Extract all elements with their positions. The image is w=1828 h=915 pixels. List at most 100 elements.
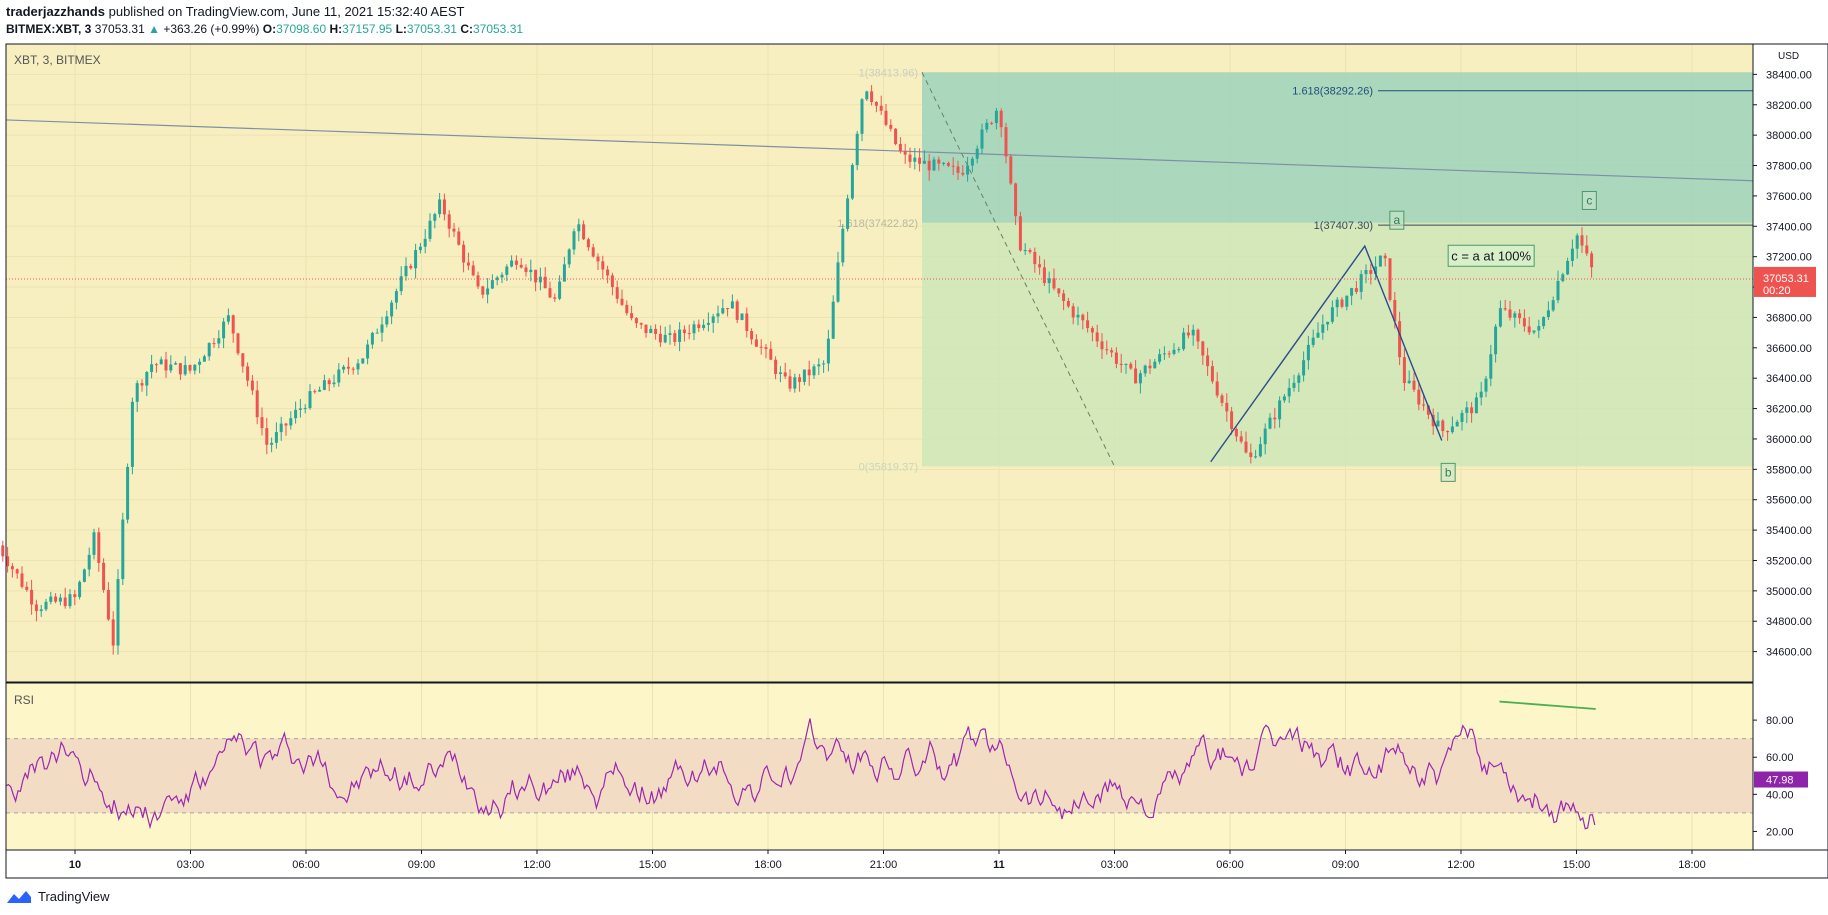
price-axis-label: 34600.00: [1766, 647, 1812, 659]
candle-body: [644, 324, 648, 334]
time-axis-label: 11: [993, 859, 1005, 871]
candle-body: [34, 604, 38, 612]
wave-label: a: [1393, 213, 1400, 227]
candle-body: [529, 269, 533, 273]
candle-body: [961, 172, 965, 175]
fib-level-label: 1.618(38292.26): [1292, 86, 1373, 98]
time-axis-border: [5, 849, 1828, 879]
candle-body: [850, 164, 854, 199]
candle-body: [658, 333, 662, 343]
time-axis-label: 03:00: [177, 859, 205, 871]
candle-body: [462, 244, 466, 263]
annotation-box: [1447, 244, 1535, 267]
candle-body: [1479, 391, 1483, 398]
candle-body: [630, 313, 634, 319]
time-axis-label: 09:00: [408, 859, 436, 871]
candle-body: [25, 586, 29, 590]
price-axis-label: 38400.00: [1766, 69, 1812, 81]
candle-body: [519, 264, 523, 268]
candle-body: [116, 579, 120, 646]
wave-label: b: [1445, 465, 1452, 479]
candle-body: [726, 308, 730, 310]
candle-body: [452, 228, 456, 232]
candle-body: [1518, 313, 1522, 319]
candle-body: [246, 366, 250, 381]
candle-body: [1215, 381, 1219, 396]
candle-body: [634, 318, 638, 324]
candle-body: [322, 380, 326, 390]
candle-body: [1244, 441, 1248, 453]
candle-body: [390, 302, 394, 317]
candle-body: [1580, 235, 1584, 246]
candle-body: [54, 596, 58, 602]
candle-body: [361, 358, 365, 364]
candle-body: [1210, 366, 1214, 382]
candle-body: [380, 324, 384, 333]
candle-body: [145, 372, 149, 386]
candle-body: [922, 160, 926, 164]
candle-body: [73, 594, 77, 598]
candle-body: [1, 545, 5, 557]
time-axis-label: 18:00: [754, 859, 782, 871]
candle-body: [985, 122, 989, 130]
candle-body: [298, 408, 302, 410]
candle-body: [1090, 328, 1094, 333]
candle-body: [951, 165, 955, 167]
candle-body: [937, 159, 941, 164]
candle-body: [1177, 349, 1181, 351]
candle-body: [975, 148, 979, 159]
candle-body: [1585, 245, 1589, 254]
time-axis-label: 06:00: [292, 859, 320, 871]
candle-body: [385, 316, 389, 325]
candle-body: [1196, 329, 1200, 342]
candle-body: [1330, 307, 1334, 322]
time-axis-label: 15:00: [639, 859, 667, 871]
low-value: 37053.31: [406, 22, 457, 36]
candle-body: [1350, 288, 1354, 296]
candle-body: [970, 158, 974, 166]
candle-body: [807, 369, 811, 376]
candle-body: [260, 417, 264, 429]
countdown-label: 00:20: [1763, 285, 1791, 297]
candle-body: [918, 157, 922, 164]
candle-body: [188, 365, 192, 371]
candle-body: [121, 519, 125, 580]
candle-body: [495, 277, 499, 281]
high-label: H:: [329, 22, 343, 36]
candle-body: [169, 364, 173, 371]
candle-body: [1268, 417, 1272, 429]
author-name[interactable]: traderjazzhands: [6, 4, 105, 19]
candle-body: [241, 353, 245, 367]
candle-body: [534, 269, 538, 283]
candle-body: [10, 566, 14, 570]
candle-body: [308, 391, 312, 409]
candle-body: [1470, 407, 1474, 414]
candle-body: [63, 597, 67, 607]
candle-body: [447, 214, 451, 229]
candle-body: [1321, 324, 1325, 333]
candle-body: [894, 128, 898, 145]
candle-body: [798, 377, 802, 382]
candle-body: [1522, 318, 1526, 327]
candle-body: [30, 589, 34, 605]
candle-body: [692, 324, 696, 334]
candle-body: [1134, 368, 1138, 384]
candle-body: [313, 391, 317, 393]
candle-body: [1398, 321, 1402, 358]
candle-body: [236, 333, 240, 354]
candle-body: [442, 199, 446, 215]
candle-body: [1201, 341, 1205, 356]
candle-body: [1057, 288, 1061, 294]
price-axis-border: [1752, 43, 1828, 851]
candle-body: [1119, 363, 1123, 365]
candle-body: [97, 532, 101, 563]
candle-body: [1292, 382, 1296, 388]
rsi-axis-label: 20.00: [1766, 826, 1794, 838]
candle-body: [457, 231, 461, 245]
fib-level-label: 1.618(37422.82): [837, 218, 918, 230]
candle-body: [596, 256, 600, 262]
candle-body: [279, 423, 283, 433]
candle-body: [1249, 452, 1253, 458]
candle-body: [716, 313, 720, 317]
